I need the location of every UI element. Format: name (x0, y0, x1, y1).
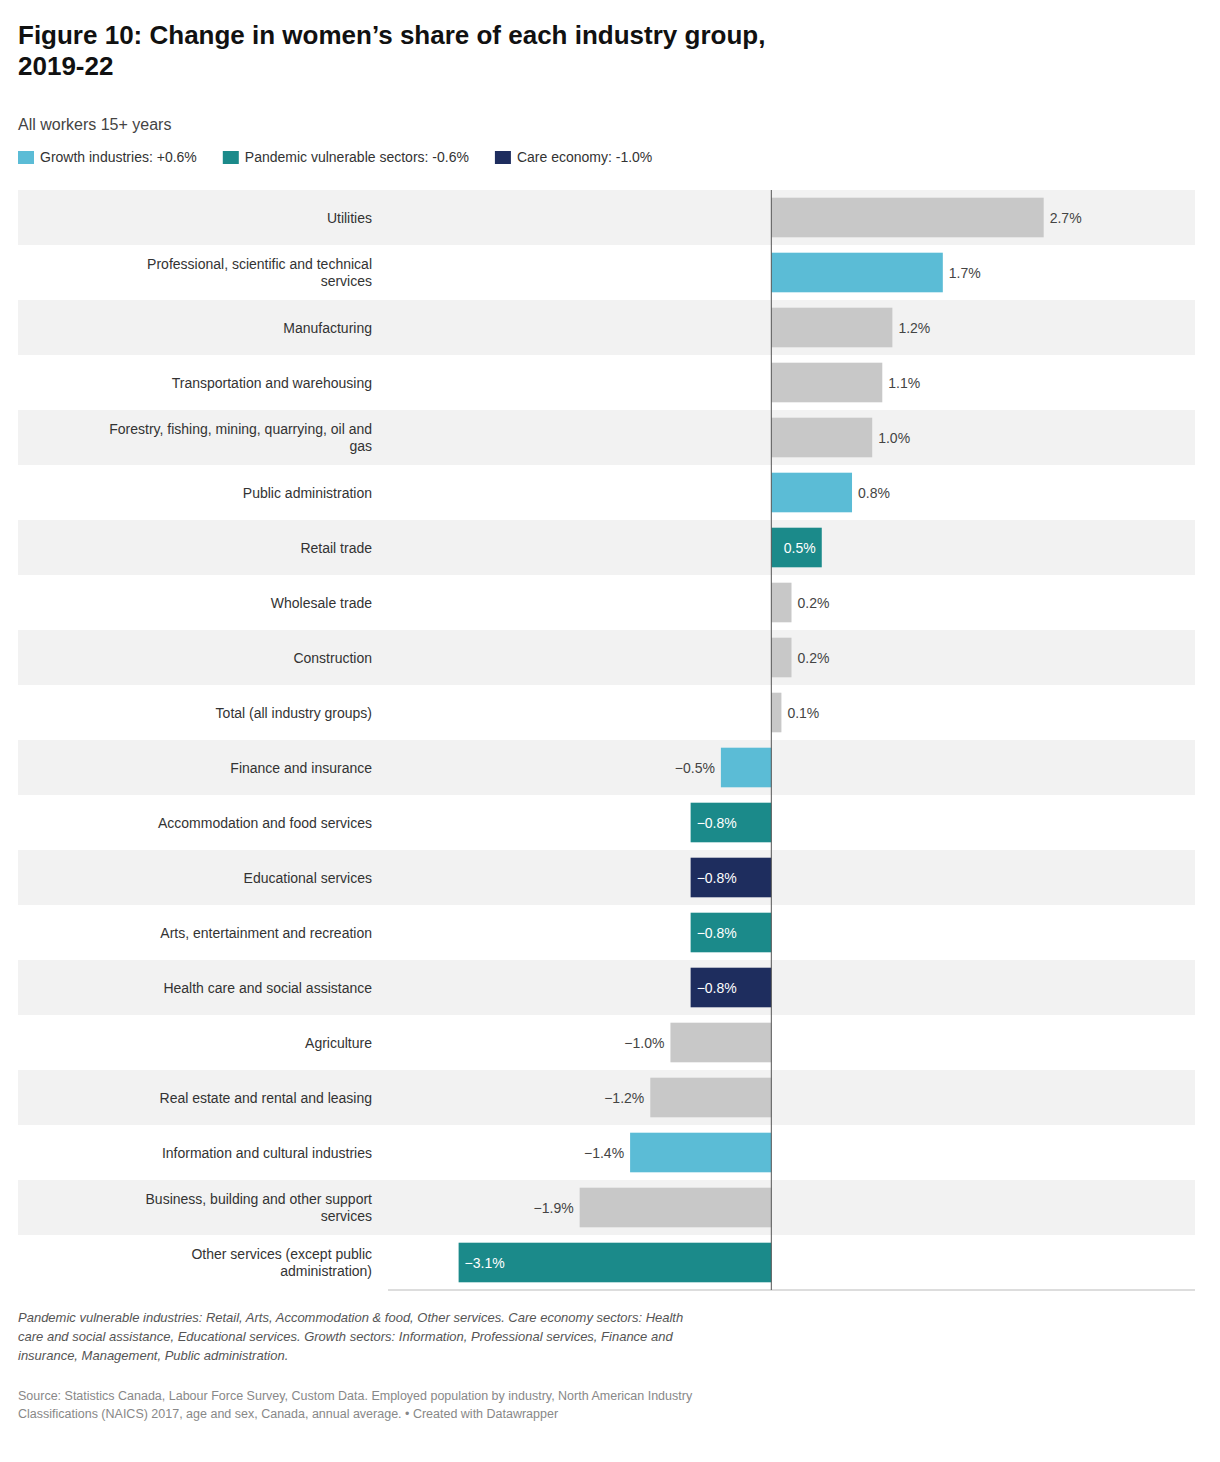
bar (691, 913, 772, 953)
bar (691, 803, 772, 843)
legend-swatch (223, 151, 239, 164)
row-background (18, 630, 1195, 685)
bar (771, 693, 781, 733)
row-background (18, 795, 1195, 850)
value-label: −1.4% (584, 1145, 624, 1161)
row-background (18, 685, 1195, 740)
category-label: Other services (except publicadministrat… (191, 1246, 372, 1279)
category-label: Educational services (244, 870, 372, 886)
row-background (18, 905, 1195, 960)
bar (771, 583, 791, 623)
row-background (18, 850, 1195, 905)
source: Source: Statistics Canada, Labour Force … (18, 1389, 693, 1421)
value-label: 0.1% (787, 705, 819, 721)
value-label: 0.2% (798, 650, 830, 666)
category-label: Health care and social assistance (163, 980, 372, 996)
row-background (18, 465, 1195, 520)
legend-label: Care economy: -1.0% (517, 149, 652, 165)
bar (580, 1188, 772, 1228)
bar (771, 528, 821, 568)
bar (721, 748, 771, 788)
bar (771, 308, 892, 348)
bars (459, 198, 1044, 1283)
value-labels: 2.7% 1.7% 1.2% 1.1% 1.0% 0.8% 0.5% 0.2% 0.2% 0.1%… (465, 210, 1082, 1271)
category-label: Accommodation and food services (158, 815, 372, 831)
category-label: Business, building and other supportserv… (146, 1191, 373, 1224)
category-label: Wholesale trade (271, 595, 372, 611)
legend-swatch (18, 151, 34, 164)
row-background (18, 410, 1195, 465)
category-label: Arts, entertainment and recreation (160, 925, 372, 941)
value-label: 1.7% (949, 265, 981, 281)
category-label: Agriculture (305, 1035, 372, 1051)
category-label: Finance and insurance (230, 760, 372, 776)
value-label: −1.0% (624, 1035, 664, 1051)
value-label: 0.8% (858, 485, 890, 501)
bar (771, 363, 882, 403)
value-label: −1.9% (534, 1200, 574, 1216)
row-background (18, 1235, 1195, 1290)
bar (691, 968, 772, 1008)
bar (630, 1133, 771, 1173)
legend-label: Growth industries: +0.6% (40, 149, 197, 165)
zero-line (771, 190, 772, 1290)
value-label: 2.7% (1050, 210, 1082, 226)
value-label: −0.8% (697, 815, 737, 831)
category-label: Real estate and rental and leasing (160, 1090, 372, 1106)
footnote: Pandemic vulnerable industries: Retail, … (18, 1310, 683, 1363)
legend-label: Pandemic vulnerable sectors: -0.6% (245, 149, 469, 165)
bar (771, 198, 1043, 238)
value-label: 0.2% (798, 595, 830, 611)
category-label: Manufacturing (283, 320, 372, 336)
category-label: Total (all industry groups) (216, 705, 372, 721)
bar (771, 638, 791, 678)
category-label: Professional, scientific and technicalse… (147, 256, 372, 289)
category-label: Public administration (243, 485, 372, 501)
legend: Growth industries: +0.6% Pandemic vulnera… (18, 149, 652, 165)
row-background (18, 300, 1195, 355)
row-background (18, 960, 1195, 1015)
value-label: 0.5% (784, 540, 816, 556)
row-background (18, 245, 1195, 300)
value-label: −0.5% (675, 760, 715, 776)
row-background (18, 355, 1195, 410)
row-background (18, 1180, 1195, 1235)
category-label: Retail trade (300, 540, 372, 556)
bar (459, 1243, 772, 1283)
value-label: −1.2% (604, 1090, 644, 1106)
category-label: Information and cultural industries (162, 1145, 372, 1161)
row-background (18, 1125, 1195, 1180)
value-label: 1.1% (888, 375, 920, 391)
value-label: −0.8% (697, 980, 737, 996)
value-label: 1.2% (898, 320, 930, 336)
row-backgrounds (18, 190, 1195, 1290)
legend-swatch (495, 151, 511, 164)
row-background (18, 190, 1195, 245)
category-label: Utilities (327, 210, 372, 226)
bar (771, 253, 942, 293)
title: Figure 10: Change in women’s share of ea… (18, 20, 765, 81)
subtitle: All workers 15+ years (18, 116, 171, 133)
category-label: Forestry, fishing, mining, quarrying, oi… (109, 421, 372, 454)
row-background (18, 575, 1195, 630)
bar (650, 1078, 771, 1118)
bar (771, 418, 872, 458)
value-label: 1.0% (878, 430, 910, 446)
chart: Figure 10: Change in women’s share of ea… (0, 0, 1220, 1462)
bar (670, 1023, 771, 1063)
category-labels: Utilities Professional, scientific and te… (109, 210, 372, 1280)
row-background (18, 1070, 1195, 1125)
value-label: −0.8% (697, 870, 737, 886)
x-axis-line (388, 1290, 1195, 1291)
category-label: Transportation and warehousing (172, 375, 372, 391)
value-label: −0.8% (697, 925, 737, 941)
row-background (18, 1015, 1195, 1070)
category-label: Construction (293, 650, 372, 666)
row-background (18, 740, 1195, 795)
bar (691, 858, 772, 898)
bar (771, 473, 852, 513)
row-background (18, 520, 1195, 575)
value-label: −3.1% (465, 1255, 505, 1271)
